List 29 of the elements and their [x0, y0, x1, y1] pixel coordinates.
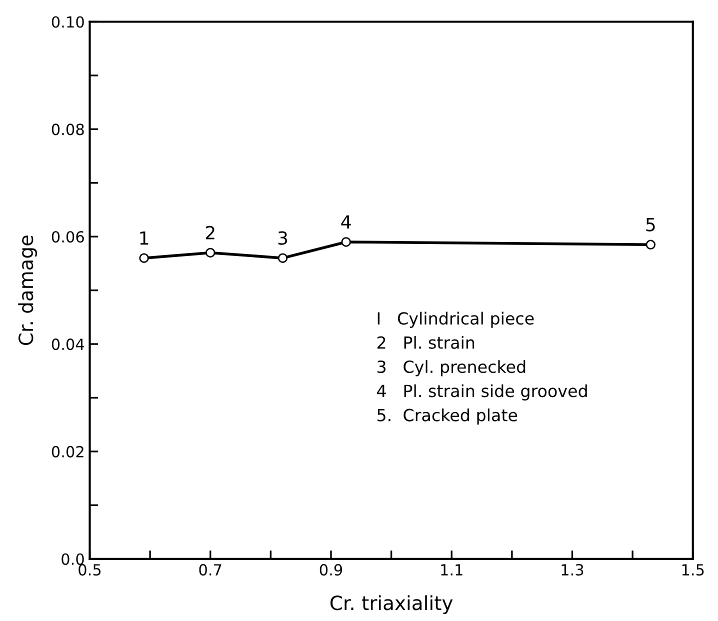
annotation: 5. Cracked plate: [378, 408, 518, 425]
x-tick-label: 0.5: [78, 564, 101, 576]
annotation: 2 Pl. strain: [377, 336, 474, 349]
y-tick-label: 0.04: [52, 338, 84, 350]
annotation: 5: [646, 218, 655, 232]
annotation: I Cylindrical piece: [378, 312, 534, 328]
point: [139, 253, 149, 263]
x-axis-title: Cr. triaxiality: [330, 595, 453, 614]
point: [206, 248, 216, 258]
annotation: 4: [341, 215, 351, 228]
x-tick-label: 1.3: [562, 564, 584, 576]
annotation: 1: [140, 231, 148, 245]
annotation: 4 Pl. strain side grooved: [377, 384, 587, 400]
y-tick-label: 0.10: [52, 16, 84, 28]
point: [278, 253, 288, 263]
annotation: 3: [278, 231, 288, 245]
annotation: 2: [206, 226, 214, 240]
x-tick-label: 1.1: [441, 564, 462, 576]
point: [341, 237, 351, 247]
y-tick-label: 0.08: [52, 124, 84, 136]
point: [646, 240, 656, 250]
y-tick-label: 0.02: [52, 446, 84, 458]
x-tick-label: 0.9: [320, 564, 342, 576]
x-tick-label: 1.5: [682, 564, 704, 576]
y-axis-title: Cr. damage: [18, 236, 37, 346]
y-tick-label: 0.0: [62, 553, 84, 565]
x-tick-label: 0.7: [199, 564, 222, 576]
annotation: 3 Cyl. prenecked: [378, 360, 526, 376]
y-tick-label: 0.06: [52, 231, 84, 243]
